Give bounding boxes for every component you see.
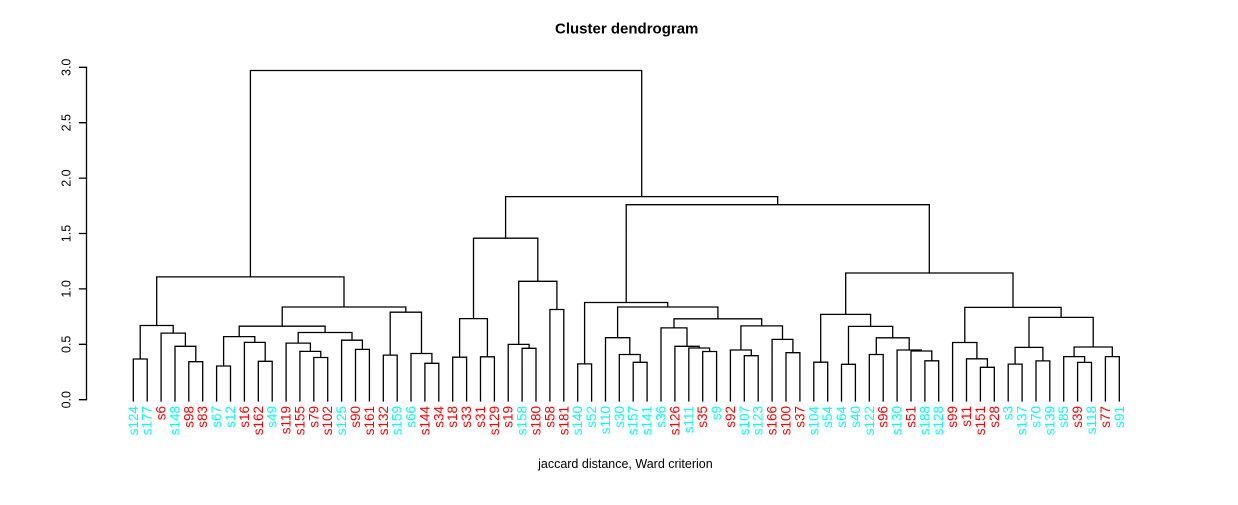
- svg-text:s181: s181: [556, 406, 571, 435]
- svg-text:3.0: 3.0: [60, 59, 74, 76]
- svg-text:s166: s166: [765, 406, 780, 435]
- svg-text:s91: s91: [1112, 406, 1127, 428]
- svg-text:s33: s33: [459, 406, 474, 428]
- svg-text:s98: s98: [181, 406, 196, 428]
- svg-text:s180: s180: [529, 406, 544, 435]
- svg-text:s129: s129: [487, 406, 502, 435]
- svg-text:s102: s102: [320, 406, 335, 435]
- svg-text:s51: s51: [904, 406, 919, 428]
- svg-text:s99: s99: [945, 406, 960, 428]
- svg-text:s18: s18: [445, 406, 460, 428]
- svg-text:s66: s66: [404, 406, 419, 428]
- svg-text:s30: s30: [612, 406, 627, 428]
- svg-text:s83: s83: [195, 406, 210, 428]
- svg-text:s70: s70: [1029, 406, 1044, 428]
- svg-text:s12: s12: [223, 406, 238, 428]
- svg-text:0.5: 0.5: [60, 336, 74, 353]
- svg-text:s64: s64: [834, 406, 849, 428]
- svg-text:s126: s126: [667, 406, 682, 435]
- svg-text:s161: s161: [362, 406, 377, 435]
- svg-text:s77: s77: [1098, 406, 1113, 428]
- svg-text:s67: s67: [209, 406, 224, 428]
- svg-text:s111: s111: [681, 406, 696, 433]
- svg-text:s90: s90: [348, 406, 363, 428]
- svg-text:s125: s125: [334, 406, 349, 435]
- svg-text:s162: s162: [251, 406, 266, 435]
- svg-text:s122: s122: [862, 406, 877, 435]
- svg-text:s159: s159: [390, 406, 405, 435]
- svg-text:s58: s58: [542, 406, 557, 428]
- svg-text:s19: s19: [501, 406, 516, 428]
- svg-text:s158: s158: [515, 406, 530, 435]
- svg-text:s107: s107: [737, 406, 752, 435]
- svg-text:s151: s151: [973, 406, 988, 435]
- svg-text:s118: s118: [1084, 406, 1099, 434]
- svg-text:s49: s49: [265, 406, 280, 428]
- svg-text:s139: s139: [1042, 406, 1057, 435]
- svg-text:s188: s188: [917, 406, 932, 435]
- svg-text:1.0: 1.0: [60, 280, 74, 297]
- svg-text:s54: s54: [820, 406, 835, 428]
- svg-text:s132: s132: [376, 406, 391, 435]
- svg-text:s52: s52: [584, 406, 599, 428]
- svg-text:s119: s119: [279, 406, 294, 434]
- svg-text:1.5: 1.5: [60, 225, 74, 242]
- svg-text:s157: s157: [626, 406, 641, 435]
- svg-text:s144: s144: [417, 406, 432, 436]
- svg-text:s96: s96: [876, 406, 891, 428]
- svg-text:s140: s140: [570, 406, 585, 435]
- svg-text:0.0: 0.0: [60, 391, 74, 408]
- svg-text:s37: s37: [792, 406, 807, 428]
- svg-text:s123: s123: [751, 406, 766, 435]
- svg-text:s130: s130: [890, 406, 905, 435]
- svg-text:jaccard distance, Ward criteri: jaccard distance, Ward criterion: [537, 457, 713, 471]
- svg-text:2.0: 2.0: [60, 169, 74, 186]
- svg-text:s9: s9: [709, 406, 724, 420]
- svg-text:2.5: 2.5: [60, 114, 74, 131]
- svg-text:s40: s40: [848, 406, 863, 428]
- svg-text:s104: s104: [806, 406, 821, 436]
- svg-text:s92: s92: [723, 406, 738, 428]
- svg-text:s39: s39: [1070, 406, 1085, 428]
- svg-text:s177: s177: [140, 406, 155, 435]
- svg-text:s35: s35: [695, 406, 710, 428]
- svg-text:s34: s34: [431, 406, 446, 428]
- svg-text:s110: s110: [598, 406, 613, 434]
- svg-text:s128: s128: [931, 406, 946, 435]
- svg-text:s3: s3: [1001, 406, 1016, 420]
- svg-text:s124: s124: [126, 406, 141, 436]
- svg-text:s16: s16: [237, 406, 252, 428]
- svg-text:s6: s6: [154, 406, 169, 420]
- svg-text:s36: s36: [654, 406, 669, 428]
- svg-text:s100: s100: [779, 406, 794, 435]
- svg-text:s79: s79: [306, 406, 321, 428]
- svg-text:s141: s141: [640, 406, 655, 435]
- svg-text:s28: s28: [987, 406, 1002, 428]
- svg-text:s155: s155: [292, 406, 307, 435]
- svg-text:s148: s148: [168, 406, 183, 435]
- svg-text:s31: s31: [473, 406, 488, 428]
- svg-text:s137: s137: [1015, 406, 1030, 435]
- svg-text:s85: s85: [1056, 406, 1071, 428]
- svg-text:Cluster dendrogram: Cluster dendrogram: [555, 21, 698, 38]
- svg-text:s11: s11: [959, 406, 974, 427]
